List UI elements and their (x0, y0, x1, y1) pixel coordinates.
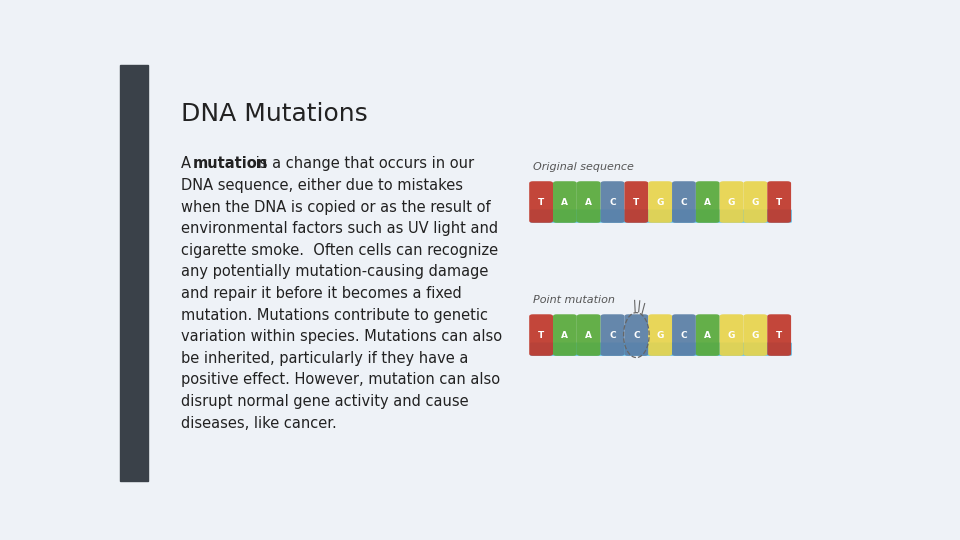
Text: Original sequence: Original sequence (533, 163, 634, 172)
Text: C: C (610, 198, 616, 206)
Text: C: C (633, 330, 639, 340)
Text: any potentially mutation-causing damage: any potentially mutation-causing damage (181, 265, 489, 279)
Text: Point mutation: Point mutation (533, 295, 614, 305)
Text: A: A (562, 198, 568, 206)
Text: T: T (776, 330, 782, 340)
FancyBboxPatch shape (624, 314, 648, 356)
FancyBboxPatch shape (648, 181, 672, 223)
Text: DNA Mutations: DNA Mutations (181, 102, 368, 126)
FancyBboxPatch shape (577, 181, 601, 223)
FancyBboxPatch shape (530, 342, 792, 356)
Text: is a change that occurs in our: is a change that occurs in our (251, 156, 474, 171)
FancyBboxPatch shape (624, 181, 648, 223)
Text: variation within species. Mutations can also: variation within species. Mutations can … (181, 329, 502, 344)
Text: A: A (705, 330, 711, 340)
Bar (120, 65, 148, 481)
Text: A: A (181, 156, 196, 171)
Text: T: T (538, 330, 544, 340)
FancyBboxPatch shape (743, 314, 767, 356)
FancyBboxPatch shape (672, 181, 696, 223)
Text: G: G (728, 198, 735, 206)
Text: T: T (538, 198, 544, 206)
FancyBboxPatch shape (720, 181, 743, 223)
Text: DNA sequence, either due to mistakes: DNA sequence, either due to mistakes (181, 178, 463, 193)
Text: G: G (657, 330, 663, 340)
FancyBboxPatch shape (529, 314, 553, 356)
Text: T: T (634, 198, 639, 206)
Text: A: A (562, 330, 568, 340)
FancyBboxPatch shape (743, 181, 767, 223)
Text: and repair it before it becomes a fixed: and repair it before it becomes a fixed (181, 286, 462, 301)
FancyBboxPatch shape (720, 314, 743, 356)
Text: diseases, like cancer.: diseases, like cancer. (181, 416, 337, 431)
FancyBboxPatch shape (767, 181, 791, 223)
Text: C: C (681, 198, 687, 206)
FancyBboxPatch shape (648, 314, 672, 356)
Text: mutation: mutation (192, 156, 268, 171)
Text: A: A (586, 198, 592, 206)
Text: C: C (681, 330, 687, 340)
Text: be inherited, particularly if they have a: be inherited, particularly if they have … (181, 351, 468, 366)
Text: disrupt normal gene activity and cause: disrupt normal gene activity and cause (181, 394, 468, 409)
Text: G: G (728, 330, 735, 340)
FancyBboxPatch shape (601, 314, 624, 356)
Text: positive effect. However, mutation can also: positive effect. However, mutation can a… (181, 373, 500, 388)
Text: T: T (776, 198, 782, 206)
Text: cigarette smoke.  Often cells can recognize: cigarette smoke. Often cells can recogni… (181, 243, 498, 258)
FancyBboxPatch shape (601, 181, 624, 223)
FancyBboxPatch shape (577, 314, 601, 356)
FancyBboxPatch shape (767, 314, 791, 356)
Text: when the DNA is copied or as the result of: when the DNA is copied or as the result … (181, 199, 491, 214)
FancyBboxPatch shape (696, 314, 720, 356)
FancyBboxPatch shape (553, 181, 577, 223)
Text: mutation. Mutations contribute to genetic: mutation. Mutations contribute to geneti… (181, 308, 488, 322)
Text: A: A (705, 198, 711, 206)
Text: C: C (610, 330, 616, 340)
Text: G: G (657, 198, 663, 206)
FancyBboxPatch shape (529, 181, 553, 223)
FancyBboxPatch shape (696, 181, 720, 223)
Text: environmental factors such as UV light and: environmental factors such as UV light a… (181, 221, 498, 236)
FancyBboxPatch shape (672, 314, 696, 356)
FancyBboxPatch shape (553, 314, 577, 356)
Text: G: G (752, 330, 759, 340)
Text: A: A (586, 330, 592, 340)
Text: G: G (752, 198, 759, 206)
FancyBboxPatch shape (530, 210, 792, 222)
